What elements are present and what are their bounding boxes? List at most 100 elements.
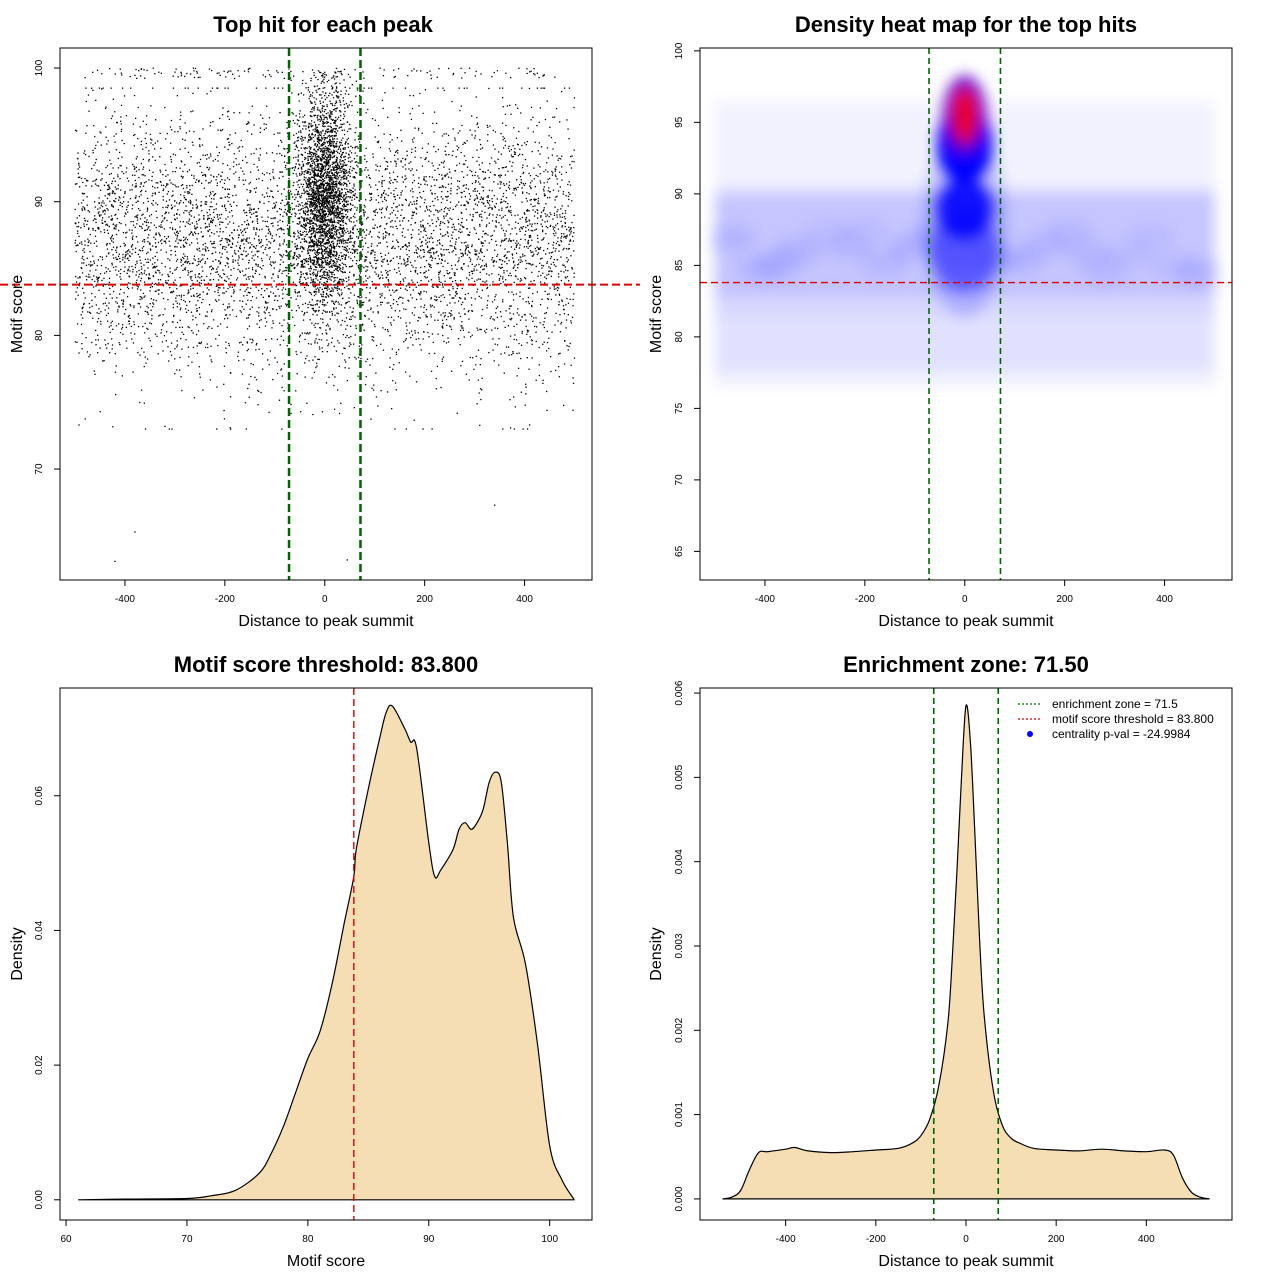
scatter-point — [332, 288, 334, 290]
scatter-point — [200, 227, 202, 229]
scatter-point — [404, 262, 406, 264]
scatter-point — [521, 316, 523, 318]
scatter-point — [431, 176, 433, 178]
scatter-point — [191, 193, 193, 195]
scatter-point — [83, 192, 86, 195]
scatter-point — [293, 232, 295, 234]
scatter-point — [398, 270, 400, 272]
scatter-point — [328, 147, 330, 149]
scatter-point — [341, 167, 343, 169]
scatter-point — [191, 279, 193, 282]
scatter-point — [184, 139, 186, 141]
scatter-point — [114, 186, 116, 188]
scatter-point — [525, 230, 527, 232]
scatter-point — [461, 268, 464, 271]
scatter-point — [108, 186, 110, 188]
scatter-point — [567, 349, 569, 351]
scatter-point — [511, 254, 514, 256]
scatter-point — [112, 223, 115, 225]
scatter-point — [374, 254, 376, 256]
scatter-point — [165, 138, 167, 140]
scatter-point — [565, 319, 568, 321]
scatter-point — [74, 298, 77, 300]
scatter-point — [113, 227, 116, 229]
scatter-point — [325, 304, 327, 306]
scatter-point — [204, 222, 206, 225]
scatter-point — [274, 204, 277, 206]
scatter-point — [243, 295, 245, 297]
scatter-point — [466, 254, 469, 256]
scatter-point — [385, 231, 387, 233]
scatter-point — [486, 307, 488, 309]
scatter-point — [420, 249, 422, 251]
scatter-point — [163, 228, 165, 230]
scatter-point — [479, 249, 482, 251]
scatter-point — [105, 267, 107, 269]
scatter-point — [559, 244, 561, 246]
scatter-point — [354, 356, 356, 358]
scatter-point — [375, 164, 377, 166]
scatter-point — [275, 234, 277, 236]
scatter-point — [158, 315, 160, 317]
scatter-point — [238, 342, 241, 344]
scatter-point — [487, 295, 489, 297]
scatter-point — [92, 255, 94, 257]
scatter-point — [238, 179, 240, 181]
scatter-point — [200, 204, 202, 206]
scatter-point — [480, 248, 482, 250]
scatter-point — [495, 225, 497, 227]
scatter-point — [112, 206, 114, 208]
scatter-point — [367, 309, 369, 311]
scatter-point — [514, 406, 517, 408]
scatter-point — [562, 191, 565, 193]
scatter-point — [354, 213, 356, 215]
scatter-point — [216, 428, 218, 430]
scatter-point — [556, 216, 558, 218]
scatter-point — [452, 208, 454, 210]
scatter-point — [515, 189, 518, 191]
scatter-point — [438, 276, 440, 278]
scatter-point — [325, 332, 327, 334]
scatter-point — [89, 312, 92, 314]
scatter-point — [412, 141, 414, 143]
scatter-point — [345, 201, 348, 203]
scatter-point — [560, 239, 562, 242]
scatter-point — [355, 325, 357, 327]
scatter-point — [406, 246, 409, 248]
scatter-point — [556, 211, 558, 213]
scatter-point — [516, 312, 518, 314]
scatter-point — [522, 253, 524, 255]
scatter-point — [346, 334, 348, 337]
scatter-point — [263, 311, 265, 313]
scatter-point — [224, 309, 226, 311]
scatter-point — [135, 117, 137, 119]
scatter-point — [329, 92, 331, 94]
scatter-point — [198, 219, 200, 221]
scatter-point — [152, 171, 154, 173]
scatter-point — [139, 298, 141, 301]
scatter-point — [529, 175, 532, 177]
scatter-point — [223, 287, 225, 289]
scatter-point — [279, 253, 281, 256]
scatter-point — [503, 137, 506, 139]
scatter-point — [215, 300, 218, 302]
scatter-point — [443, 254, 445, 256]
scatter-point — [570, 227, 572, 229]
scatter-point — [341, 281, 343, 283]
scatter-point — [211, 269, 213, 271]
scatter-point — [177, 131, 179, 133]
scatter-point — [135, 158, 137, 160]
scatter-point — [89, 270, 91, 272]
scatter-point — [555, 294, 557, 296]
scatter-point — [356, 161, 358, 163]
scatter-point — [240, 232, 243, 234]
scatter-point — [525, 319, 527, 321]
scatter-point — [160, 224, 162, 226]
scatter-point — [491, 259, 493, 261]
scatter-point — [116, 121, 118, 124]
scatter-point — [314, 207, 317, 209]
scatter-point — [154, 262, 156, 264]
scatter-point — [557, 190, 560, 192]
scatter-point — [416, 197, 418, 199]
scatter-point — [451, 237, 453, 239]
